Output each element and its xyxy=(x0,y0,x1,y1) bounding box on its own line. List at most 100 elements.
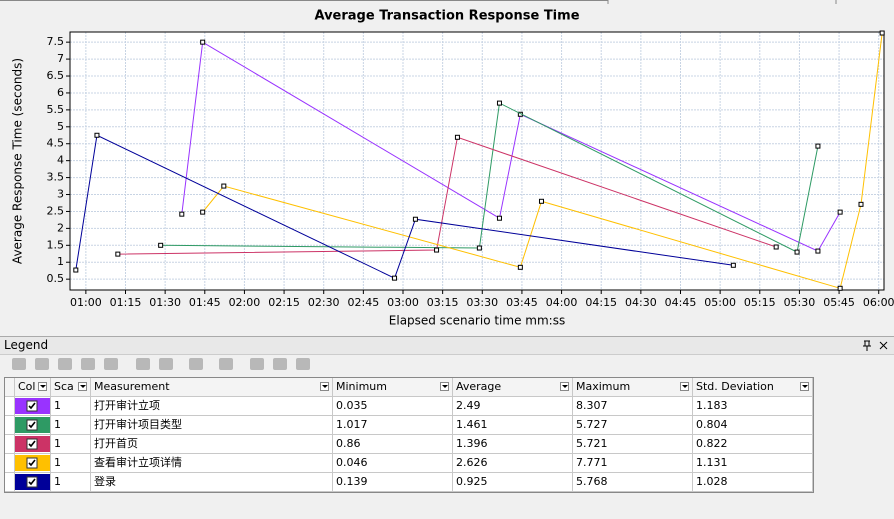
column-filter[interactable] xyxy=(78,382,87,391)
column-filter[interactable] xyxy=(38,382,47,391)
plot-border xyxy=(69,31,885,291)
column-header-text: Sca xyxy=(54,380,74,393)
data-point xyxy=(115,251,121,257)
y-tick-label: 4 xyxy=(57,154,64,167)
y-tick-label: 0.5 xyxy=(47,272,65,285)
x-tick-label: 01:45 xyxy=(189,296,221,309)
column-filter[interactable] xyxy=(800,382,809,391)
toolbar xyxy=(0,355,894,375)
x-tick-label: 05:15 xyxy=(744,296,776,309)
data-point xyxy=(858,201,864,207)
row-selector xyxy=(5,416,15,434)
column-header[interactable]: Maximum xyxy=(573,378,693,396)
y-tick-label: 7 xyxy=(57,52,64,65)
data-point xyxy=(412,216,418,222)
scale-cell: 1 xyxy=(51,416,91,434)
data-point xyxy=(221,183,227,189)
tool-button[interactable] xyxy=(273,358,287,370)
color-cell xyxy=(15,454,51,472)
x-tick-label: 03:15 xyxy=(427,296,459,309)
minimum-cell: 0.86 xyxy=(333,435,453,453)
column-header[interactable]: Average xyxy=(453,378,573,396)
tool-button[interactable] xyxy=(219,358,233,370)
y-tick-label: 6.5 xyxy=(47,69,65,82)
column-header-text: Measurement xyxy=(94,380,170,393)
y-tick-label: 5 xyxy=(57,120,64,133)
data-point xyxy=(538,198,544,204)
column-header-text: Maximum xyxy=(576,380,631,393)
y-tick-label: 5.5 xyxy=(47,103,65,116)
pane-buttons[interactable] xyxy=(860,339,890,352)
data-point xyxy=(200,209,206,215)
data-point xyxy=(454,134,460,140)
data-point xyxy=(815,143,821,149)
table-row: 1 打开审计立项 0.035 2.49 8.307 1.183 xyxy=(5,397,813,416)
tool-button[interactable] xyxy=(81,358,95,370)
column-header[interactable]: Std. Deviation xyxy=(693,378,813,396)
column-filter[interactable] xyxy=(440,382,449,391)
data-point xyxy=(837,285,843,291)
x-tick-label: 01:30 xyxy=(149,296,181,309)
column-header[interactable]: Minimum xyxy=(333,378,453,396)
checkmark xyxy=(28,402,36,410)
average-cell: 2.626 xyxy=(453,454,573,472)
legend-title: Legend xyxy=(4,338,49,352)
color-swatch[interactable] xyxy=(15,397,51,415)
checkmark xyxy=(28,478,36,486)
tool-button[interactable] xyxy=(35,358,49,370)
tool-button[interactable] xyxy=(296,358,310,370)
row-selector xyxy=(5,397,15,415)
column-header-text: Average xyxy=(456,380,502,393)
y-axis-label: Average Response Time (seconds) xyxy=(11,58,25,264)
tool-button[interactable] xyxy=(58,358,72,370)
column-header[interactable]: Sca xyxy=(51,378,91,396)
x-tick-label: 01:15 xyxy=(110,296,142,309)
column-header[interactable]: Measurement xyxy=(91,378,333,396)
x-tick-label: 03:00 xyxy=(387,296,419,309)
data-point xyxy=(434,247,440,253)
std-cell: 1.028 xyxy=(693,473,813,491)
column-header[interactable]: Col xyxy=(15,378,51,396)
tool-button[interactable] xyxy=(159,358,173,370)
data-point xyxy=(476,245,482,251)
color-swatch[interactable] xyxy=(15,473,51,491)
tool-button[interactable] xyxy=(136,358,150,370)
color-swatch[interactable] xyxy=(15,416,51,434)
column-header-text: Col xyxy=(18,380,36,393)
x-tick-label: 03:30 xyxy=(466,296,498,309)
x-tick-label: 03:45 xyxy=(506,296,538,309)
data-point xyxy=(392,275,398,281)
scale-cell: 1 xyxy=(51,435,91,453)
column-filter[interactable] xyxy=(680,382,689,391)
minimum-cell: 1.017 xyxy=(333,416,453,434)
color-swatch[interactable] xyxy=(15,454,51,472)
column-filter[interactable] xyxy=(560,382,569,391)
table-row: 1 查看审计立项详情 0.046 2.626 7.771 1.131 xyxy=(5,454,813,473)
data-point xyxy=(879,30,885,36)
x-tick-label: 02:00 xyxy=(229,296,261,309)
x-tick-label: 05:30 xyxy=(784,296,816,309)
row-selector xyxy=(5,435,15,453)
std-cell: 0.804 xyxy=(693,416,813,434)
row-selector-header xyxy=(5,378,15,396)
minimum-cell: 0.035 xyxy=(333,397,453,415)
table-header: Col Sca Measurement Minimum Average Maximum St… xyxy=(5,378,813,397)
y-tick-label: 3.5 xyxy=(47,171,65,184)
maximum-cell: 5.768 xyxy=(573,473,693,491)
color-swatch[interactable] xyxy=(15,435,51,453)
x-tick-label: 04:00 xyxy=(546,296,578,309)
x-tick-label: 06:00 xyxy=(863,296,894,309)
row-selector xyxy=(5,454,15,472)
tool-button[interactable] xyxy=(189,358,203,370)
color-cell xyxy=(15,416,51,434)
y-tick-label: 4.5 xyxy=(47,137,65,150)
column-filter[interactable] xyxy=(320,382,329,391)
tool-button[interactable] xyxy=(104,358,118,370)
data-point xyxy=(73,267,79,273)
checkmark xyxy=(28,421,36,429)
y-tick-label: 6 xyxy=(57,86,64,99)
column-header-text: Std. Deviation xyxy=(696,380,774,393)
tool-button[interactable] xyxy=(250,358,264,370)
measurement-cell: 查看审计立项详情 xyxy=(91,454,333,472)
tool-button[interactable] xyxy=(12,358,26,370)
